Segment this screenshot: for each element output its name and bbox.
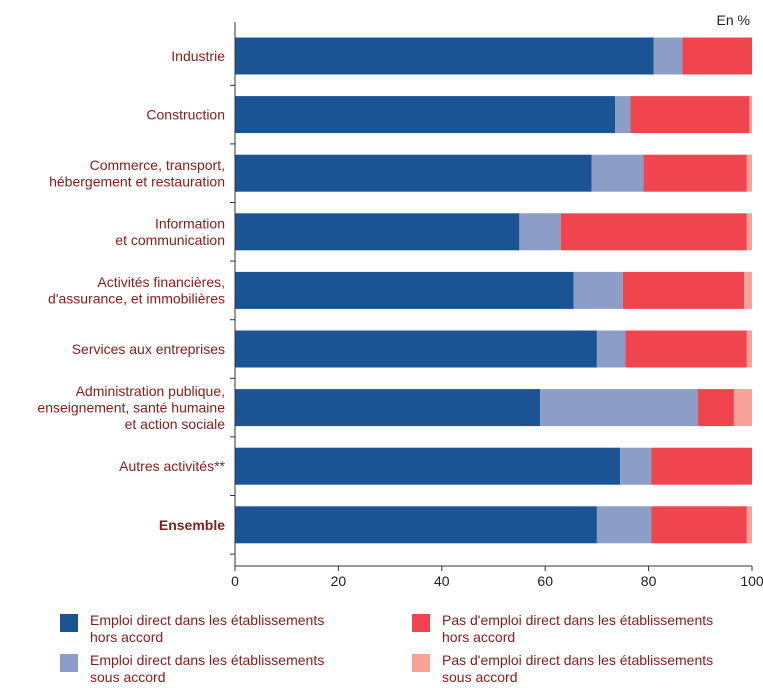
x-tick-label: 80 xyxy=(641,573,657,589)
legend-label-pas-emploi-sous-accord: Pas d'emploi direct dans les établisseme… xyxy=(442,652,714,685)
legend-item-emploi-sous-accord: Emploi direct dans les établissements so… xyxy=(60,652,400,686)
bar-segment-pas-emploi-hors-accord xyxy=(697,389,734,427)
category-label: Industrie xyxy=(171,48,225,64)
category-label: Construction xyxy=(146,107,225,123)
bar-segment-emploi-hors-accord xyxy=(235,389,541,427)
bar-segment-pas-emploi-sous-accord xyxy=(744,271,752,309)
bar-segment-pas-emploi-hors-accord xyxy=(625,330,747,368)
bar-segment-emploi-sous-accord xyxy=(596,330,626,368)
bar-segment-emploi-sous-accord xyxy=(596,506,652,544)
bar-segment-pas-emploi-sous-accord xyxy=(746,330,752,368)
legend-swatch-emploi-hors-accord xyxy=(60,614,78,632)
category-label: Services aux entreprises xyxy=(72,341,225,357)
x-tick-label: 100 xyxy=(740,573,763,589)
bar-segment-pas-emploi-hors-accord xyxy=(560,213,747,251)
bar-segment-emploi-hors-accord xyxy=(235,96,615,134)
bar-segment-emploi-hors-accord xyxy=(235,506,597,544)
bar-segment-pas-emploi-sous-accord xyxy=(746,154,752,192)
bar-segment-pas-emploi-hors-accord xyxy=(682,37,752,75)
category-label: Activités financières, d'assurance, et im… xyxy=(48,274,225,307)
legend-swatch-pas-emploi-sous-accord xyxy=(412,654,430,672)
bar-segment-emploi-sous-accord xyxy=(591,154,644,192)
bar-segment-emploi-sous-accord xyxy=(653,37,683,75)
bar-segment-pas-emploi-hors-accord xyxy=(651,447,752,485)
category-label: Administration publique, enseignement, sa… xyxy=(37,383,225,432)
bar-segment-emploi-hors-accord xyxy=(235,213,520,251)
bar-segment-pas-emploi-hors-accord xyxy=(643,154,747,192)
bar-segment-emploi-hors-accord xyxy=(235,37,654,75)
legend-item-pas-emploi-sous-accord: Pas d'emploi direct dans les établisseme… xyxy=(412,652,752,686)
bar-segment-emploi-sous-accord xyxy=(614,96,631,134)
bar-segment-pas-emploi-sous-accord xyxy=(733,389,752,427)
legend-label-emploi-hors-accord: Emploi direct dans les établissements ho… xyxy=(90,612,325,645)
x-tick-label: 40 xyxy=(434,573,450,589)
bar-segment-emploi-sous-accord xyxy=(540,389,698,427)
x-tick-label: 0 xyxy=(231,573,239,589)
legend-label-pas-emploi-hors-accord: Pas d'emploi direct dans les établisseme… xyxy=(442,612,714,645)
bar-segment-pas-emploi-hors-accord xyxy=(622,271,745,309)
bars-layer xyxy=(235,37,752,544)
legend-item-emploi-hors-accord: Emploi direct dans les établissements ho… xyxy=(60,612,400,646)
category-label: Ensemble xyxy=(159,517,225,533)
legend-swatch-pas-emploi-hors-accord xyxy=(412,614,430,632)
bar-segment-emploi-hors-accord xyxy=(235,154,592,192)
category-labels: Industrie Construction Commerce, transport… xyxy=(37,48,225,533)
legend-item-pas-emploi-hors-accord: Pas d'emploi direct dans les établisseme… xyxy=(412,612,752,646)
unit-label: En % xyxy=(717,12,750,28)
bar-segment-emploi-hors-accord xyxy=(235,330,597,368)
bar-segment-pas-emploi-hors-accord xyxy=(630,96,750,134)
category-label: Autres activités** xyxy=(119,458,225,474)
bar-segment-pas-emploi-sous-accord xyxy=(749,96,752,134)
x-tick-label: 20 xyxy=(331,573,347,589)
bar-segment-emploi-hors-accord xyxy=(235,271,574,309)
bar-segment-emploi-hors-accord xyxy=(235,447,621,485)
legend-swatch-emploi-sous-accord xyxy=(60,654,78,672)
x-tick-label: 60 xyxy=(537,573,553,589)
legend-label-emploi-sous-accord: Emploi direct dans les établissements so… xyxy=(90,652,325,685)
category-label: Information et communication xyxy=(115,216,225,249)
bar-segment-emploi-sous-accord xyxy=(620,447,652,485)
legend: Emploi direct dans les établissements ho… xyxy=(60,612,760,686)
bar-segment-pas-emploi-sous-accord xyxy=(746,213,752,251)
bar-segment-pas-emploi-sous-accord xyxy=(746,506,752,544)
category-label: Commerce, transport, hébergement et resta… xyxy=(49,157,225,190)
bar-segment-pas-emploi-hors-accord xyxy=(651,506,747,544)
bar-segment-emploi-sous-accord xyxy=(519,213,561,251)
bar-segment-emploi-sous-accord xyxy=(573,271,623,309)
x-axis: 0 20 40 60 80 100 xyxy=(230,22,763,589)
